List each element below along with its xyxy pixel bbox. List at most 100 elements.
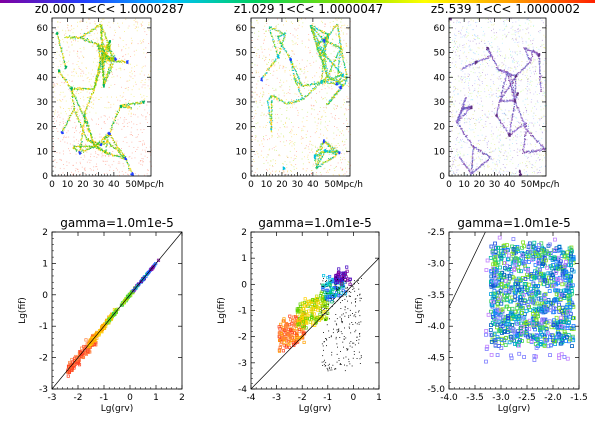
filament-point	[116, 112, 118, 114]
filament-point	[336, 92, 338, 94]
filament-point	[269, 119, 271, 121]
filament-point	[332, 149, 334, 151]
density-point	[89, 111, 91, 113]
density-point	[299, 73, 301, 75]
filament-point	[341, 55, 343, 57]
density-point	[303, 87, 305, 89]
density-point	[69, 109, 70, 111]
density-point	[76, 73, 77, 74]
density-point	[131, 70, 132, 72]
knot-point	[80, 152, 82, 154]
density-point	[254, 139, 256, 141]
density-point	[67, 24, 69, 26]
filament-point	[64, 79, 66, 81]
density-point	[340, 27, 341, 29]
filament-point	[322, 156, 324, 158]
density-point	[267, 154, 269, 156]
filament-point	[320, 166, 322, 168]
density-point	[144, 109, 146, 111]
density-point	[291, 50, 293, 52]
density-point	[81, 29, 83, 31]
density-point	[143, 144, 145, 145]
density-point	[90, 156, 91, 158]
density-point	[118, 108, 120, 110]
filament-point	[62, 53, 64, 55]
filament-point	[309, 92, 311, 94]
filament-point	[83, 87, 85, 89]
filament-point	[106, 49, 108, 51]
density-point	[292, 41, 294, 43]
filament-point	[94, 87, 96, 89]
filament-point	[103, 150, 105, 152]
filament-point	[111, 57, 113, 59]
knot-point	[103, 86, 105, 88]
density-point	[263, 136, 264, 137]
density-point	[77, 168, 79, 170]
density-point	[80, 98, 81, 99]
filament-point	[310, 92, 312, 94]
filament-point	[106, 48, 108, 50]
filament-point	[122, 104, 124, 106]
filament-point	[346, 74, 348, 76]
density-point	[96, 50, 98, 52]
density-point	[273, 65, 275, 67]
filament-point	[326, 103, 328, 105]
filament-point	[111, 64, 113, 66]
filament-point	[341, 85, 343, 87]
filament-point	[324, 38, 326, 40]
density-point	[293, 168, 295, 170]
filament-point	[73, 106, 75, 108]
filament-point	[340, 46, 342, 48]
density-point	[312, 151, 314, 153]
filament-point	[332, 150, 334, 152]
filament-point	[99, 149, 101, 151]
density-point	[105, 164, 107, 165]
density-point	[59, 94, 61, 96]
density-point	[128, 47, 130, 49]
filament-point	[101, 54, 103, 56]
filament-point	[268, 110, 270, 112]
filament-point	[104, 82, 106, 84]
density-point	[77, 25, 78, 27]
filament-point	[108, 153, 110, 155]
density-point	[93, 33, 95, 35]
filament-point	[78, 105, 80, 107]
density-point	[63, 129, 65, 131]
filament-point	[313, 83, 315, 85]
density-point	[285, 18, 286, 20]
filament-point	[101, 142, 103, 144]
density-point	[88, 18, 90, 20]
density-point	[130, 113, 132, 115]
filament-point	[90, 96, 92, 98]
filament-point	[311, 27, 313, 29]
density-point	[115, 32, 116, 33]
filament-point	[103, 82, 105, 84]
filament-point	[114, 117, 116, 119]
density-point	[75, 125, 77, 127]
density-point	[52, 37, 54, 39]
density-point	[141, 86, 143, 88]
density-point	[279, 86, 281, 88]
filament-point	[120, 151, 122, 153]
density-point	[322, 145, 324, 147]
filament-point	[64, 64, 66, 66]
filament-point	[109, 46, 111, 48]
density-point	[140, 24, 142, 25]
filament-point	[324, 141, 326, 143]
filament-point	[101, 150, 103, 152]
filament-point	[317, 84, 319, 86]
filament-point	[81, 141, 83, 143]
density-point	[93, 99, 95, 101]
density-point	[129, 75, 131, 77]
filament-point	[85, 39, 87, 41]
density-point	[260, 154, 262, 156]
filament-point	[91, 146, 93, 148]
filament-point	[80, 143, 82, 145]
density-point	[346, 171, 348, 173]
density-point	[340, 153, 342, 154]
density-point	[142, 100, 144, 101]
filament-point	[327, 103, 329, 105]
density-point	[132, 78, 134, 79]
density-point	[323, 98, 324, 99]
filament-point	[102, 138, 104, 140]
